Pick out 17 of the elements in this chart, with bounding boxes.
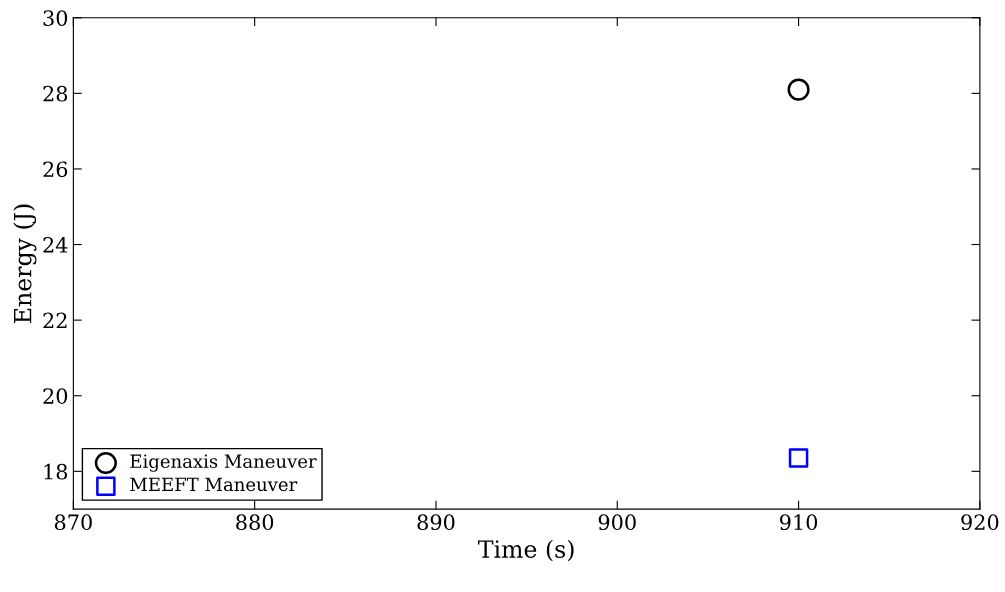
legend-label: Eigenaxis Maneuver [130, 454, 317, 472]
y-tick-label: 28 [43, 85, 68, 102]
x-tick-label: 870 [54, 514, 92, 531]
x-axis-title: Time (s) [478, 539, 574, 562]
x-tick-label: 900 [598, 514, 636, 531]
x-tick-label: 890 [417, 514, 455, 531]
x-tick-label: 920 [961, 514, 999, 531]
x-tick-label: 880 [236, 514, 274, 531]
y-axis-title: Energy (J) [13, 204, 37, 323]
y-tick-label: 26 [43, 161, 68, 178]
y-tick-label: 20 [43, 388, 68, 404]
y-tick-label: 22 [43, 312, 67, 329]
x-tick-label: 910 [780, 514, 818, 531]
y-tick-label: 24 [43, 236, 68, 253]
y-tick-label: 30 [43, 10, 68, 26]
y-tick-label: 18 [44, 463, 68, 480]
legend-label: MEEFT Maneuver [130, 477, 298, 492]
